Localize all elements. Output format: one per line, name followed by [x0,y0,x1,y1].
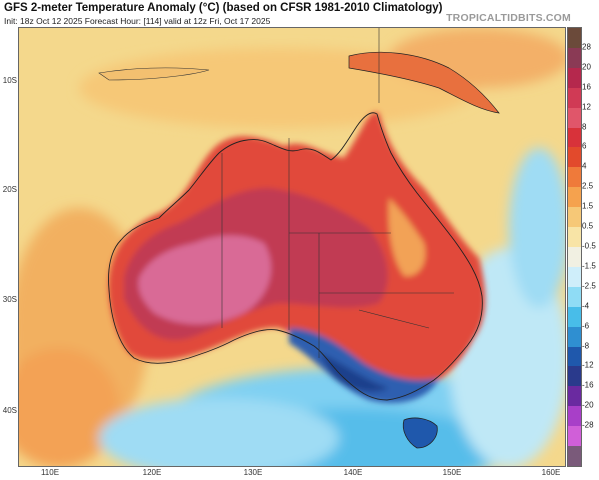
colorbar-tick-label: 4 [582,161,587,171]
colorbar-tick-label: 0.5 [582,221,594,231]
colorbar-segment [568,306,581,328]
colorbar-segment [568,366,581,387]
colorbar-tick-label: -12 [582,360,594,370]
colorbar-segment [568,127,581,148]
colorbar-segment [568,286,581,308]
colorbar-segment [568,406,581,427]
colorbar-segment [568,207,581,228]
colorbar-segment [568,426,581,447]
colorbar-segment [568,67,581,89]
colorbar-tick-label: 28 [582,42,591,52]
colorbar-tick-label: 12 [582,102,591,112]
colorbar-tick-label: 6 [582,141,587,151]
brand-watermark[interactable]: TROPICALTIDBITS.COM [446,12,571,24]
land-anomaly-shading [108,112,486,404]
colorbar-segment [568,187,581,208]
colorbar-segment [568,386,581,407]
colorbar-segment [568,227,581,248]
colorbar-tick-label: -8 [582,341,590,351]
colorbar-segment [568,326,581,348]
colorbar-tick-label: -0.5 [582,241,596,251]
state-borders [221,138,454,358]
lon-label-150e: 150E [442,468,462,477]
lat-label-30s: 30S [2,295,17,304]
colorbar-segment [568,167,581,188]
anomaly-map[interactable] [18,27,566,467]
colorbar-segment [568,266,581,288]
colorbar-tick-label: 16 [582,82,591,92]
lat-label-10s: 10S [2,76,17,85]
colorbar-tick-label: -16 [582,380,594,390]
colorbar-segment [568,47,581,69]
colorbar-segment [568,107,581,129]
lon-label-130e: 130E [243,468,263,477]
tasmania [402,417,438,449]
colorbar-tick-label: 2.5 [582,181,594,191]
colorbar-segment [568,87,581,109]
colorbar-tick-label: 1.5 [582,201,594,211]
colorbar [567,27,582,467]
anomaly-map-svg [19,28,565,466]
colorbar-tick-label: -20 [582,400,594,410]
lon-label-110e: 110E [40,468,60,477]
new-guinea [348,51,500,114]
colorbar-segment [568,247,581,268]
colorbar-tick-label: 8 [582,122,587,132]
colorbar-tick-label: 20 [582,62,591,72]
island-chain [98,67,210,81]
lat-label-40s: 40S [2,406,17,415]
colorbar-segment [568,28,581,49]
lon-label-160e: 160E [541,468,561,477]
colorbar-tick-label: -2.5 [582,281,596,291]
map-subtitle: Init: 18z Oct 12 2025 Forecast Hour: [11… [4,16,271,26]
lon-label-140e: 140E [343,468,363,477]
lat-label-20s: 20S [2,185,17,194]
lon-label-120e: 120E [142,468,162,477]
colorbar-segment [568,147,581,168]
map-title: GFS 2-meter Temperature Anomaly (°C) (ba… [4,2,443,14]
colorbar-segment [568,446,581,467]
colorbar-tick-label: -28 [582,420,594,430]
colorbar-tick-label: -1.5 [582,261,596,271]
australia-coastline [108,112,483,401]
colorbar-tick-label: -6 [582,321,590,331]
colorbar-segment [568,346,581,367]
colorbar-tick-label: -4 [582,301,590,311]
